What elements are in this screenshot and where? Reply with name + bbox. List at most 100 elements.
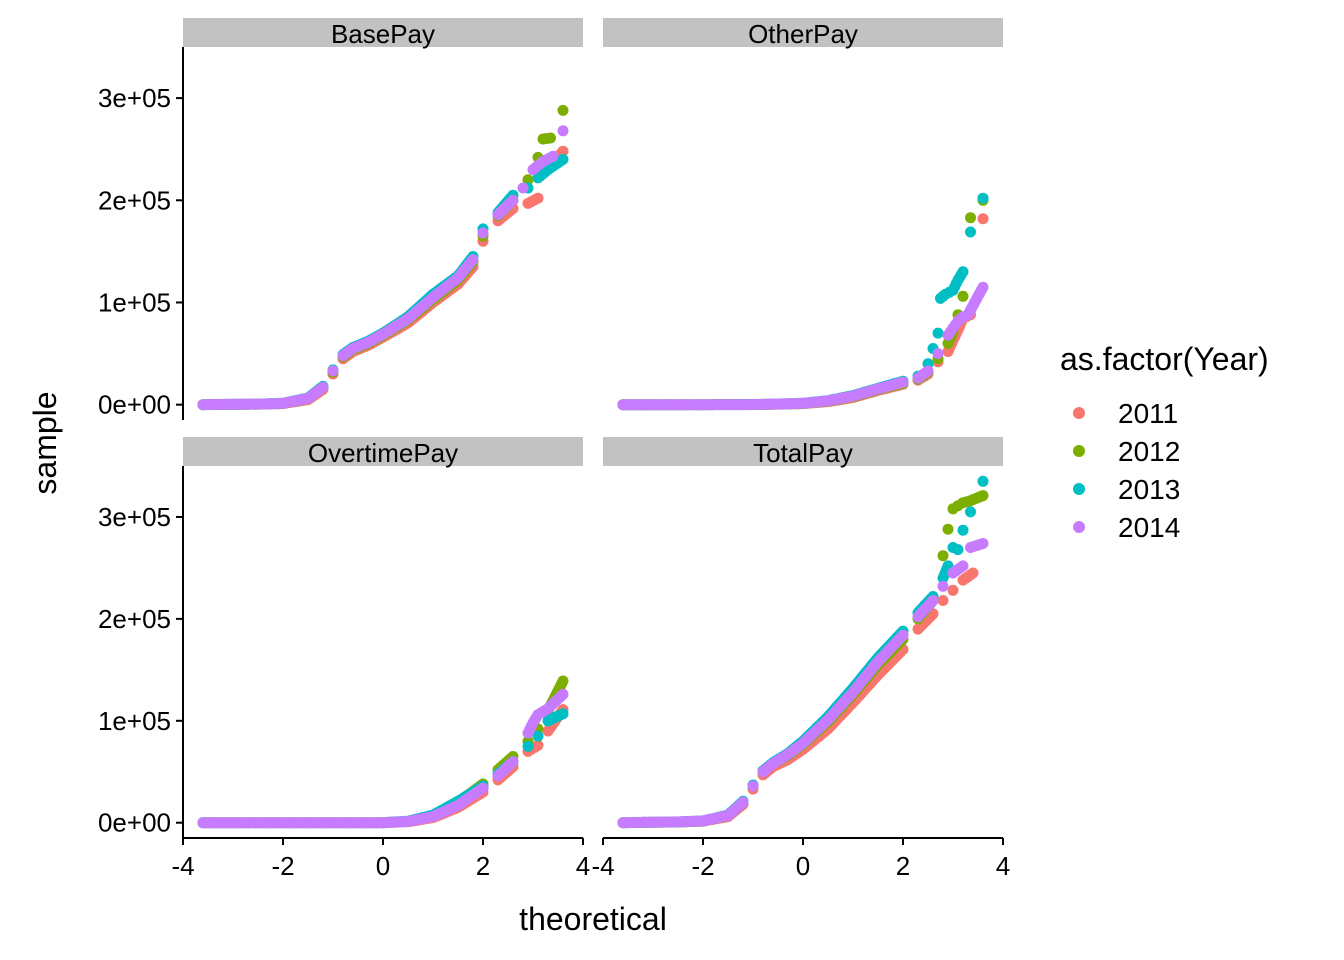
data-point [965,506,976,518]
series-2013 [617,192,989,411]
data-point [532,730,544,742]
y-tick-label: 1e+05 [98,287,171,317]
x-tick-label: -2 [691,851,714,881]
data-point [532,192,544,204]
y-tick-label: 1e+05 [98,706,171,736]
data-point [545,132,556,144]
data-point [897,629,909,641]
facet-panel-overtimepay: OvertimePay 0e+00 1e+05 2e+05 3e+05 -4 -2 0 2 4 [98,437,590,881]
data-point [467,254,479,266]
data-point [477,782,489,794]
series-2014 [617,281,989,411]
data-point [477,227,489,239]
legend-entry-2013: 2013 [1073,474,1180,505]
series-2013 [197,153,569,411]
series-2011 [197,145,569,411]
data-point [937,580,949,592]
x-axis-title: theoretical [519,901,667,937]
data-point [557,688,569,700]
series-2012 [197,675,569,829]
y-axis-title: sample [27,391,63,494]
series-2012 [197,104,569,411]
facet-strip-background [183,18,583,47]
data-point [942,523,954,535]
legend: as.factor(Year) 2011 2012 2013 2014 [1060,341,1269,543]
y-tick-label: 0e+00 [98,808,171,838]
series-2013 [617,475,989,829]
data-point [952,544,964,556]
data-point [737,796,749,808]
x-tick-label: 2 [896,851,910,881]
legend-key [1073,521,1085,533]
data-point [957,560,969,572]
legend-label: 2012 [1118,436,1180,467]
legend-entry-2012: 2012 [1073,436,1180,467]
y-tick-label: 2e+05 [98,604,171,634]
data-point [937,550,949,562]
data-point [532,739,544,751]
legend-title: as.factor(Year) [1060,341,1269,377]
data-point [897,376,909,388]
facet-strip-background [183,437,583,466]
series-2012 [617,490,989,829]
data-point [977,192,989,204]
data-point [947,584,959,596]
facet-strip-background [603,18,1003,47]
legend-entry-2014: 2014 [1073,512,1180,543]
series-2011 [617,213,989,411]
legend-label: 2013 [1118,474,1180,505]
data-point [977,490,989,502]
data-point [522,174,534,186]
data-point [937,595,949,606]
data-point [927,595,939,606]
facet-panel-basepay: BasePay 0e+00 1e+05 2e+05 3e+05 [98,18,583,420]
y-tick-label: 2e+05 [98,185,171,215]
data-point [957,290,969,302]
data-point [932,348,944,360]
data-point [977,281,989,293]
x-tick-label: 2 [476,851,490,881]
data-point [517,182,529,194]
series-2014 [197,125,569,411]
data-point [557,104,569,116]
facet-strip-label: TotalPay [753,438,853,468]
data-point [965,226,976,238]
data-point [965,212,976,224]
data-point [977,538,989,549]
series-2014 [617,538,989,829]
legend-key [1073,407,1085,419]
legend-key [1073,445,1085,457]
facet-strip-label: BasePay [331,19,435,49]
data-point [547,150,559,162]
data-point [557,675,569,687]
legend-label: 2011 [1118,398,1178,429]
y-tick-label: 0e+00 [98,390,171,420]
data-point [977,213,989,225]
data-point [507,756,519,768]
data-point [977,475,989,487]
series-2012 [617,194,989,411]
facet-strip-background [603,437,1003,466]
x-tick-label: 4 [576,851,590,881]
data-point [317,381,329,393]
series-2014 [197,688,569,829]
data-point [557,125,569,137]
facet-panels: BasePay 0e+00 1e+05 2e+05 3e+05 OtherPay Overt… [98,18,1010,881]
data-point [522,740,534,752]
facet-panel-otherpay: OtherPay [603,18,1003,411]
data-point [747,780,759,792]
data-point [557,153,569,165]
data-point [957,524,969,536]
y-tick-label: 3e+05 [98,502,171,532]
data-point [932,327,944,339]
y-tick-label: 3e+05 [98,83,171,113]
data-point [922,365,934,377]
legend-entry-2011: 2011 [1073,398,1178,429]
x-tick-label: -4 [591,851,614,881]
facet-strip-label: OtherPay [748,19,858,49]
facet-panel-totalpay: TotalPay -4 -2 0 2 4 [591,437,1010,881]
data-point [967,567,979,579]
data-point [557,145,569,157]
facet-strip-label: OvertimePay [308,438,458,468]
